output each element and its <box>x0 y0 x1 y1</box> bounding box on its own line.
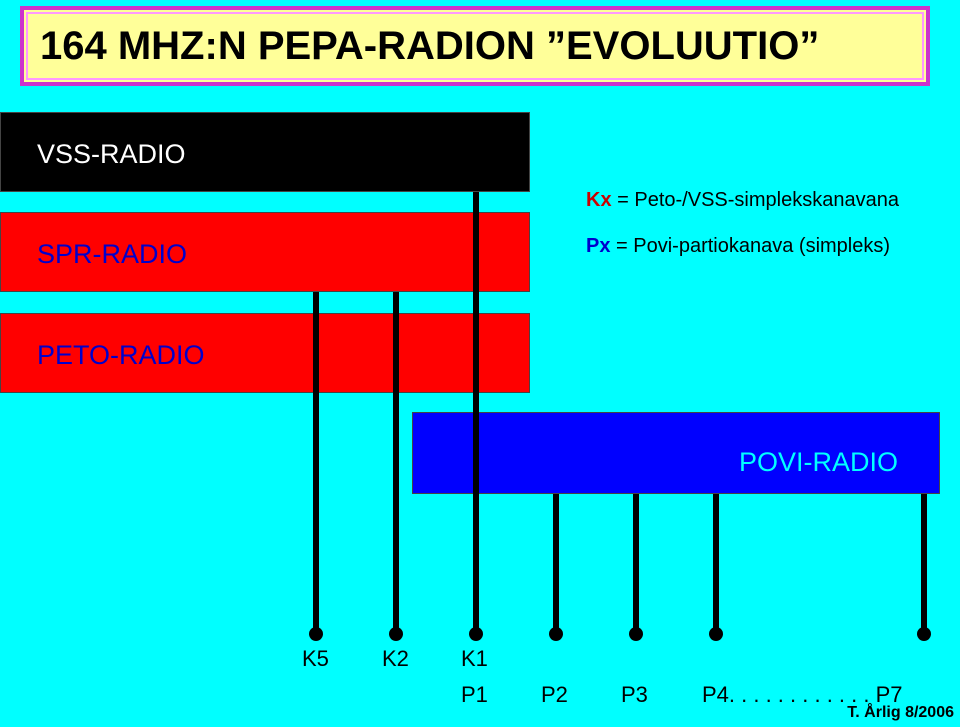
povi-radio-bar: POVI-RADIO <box>412 412 940 494</box>
k2-label: K2 <box>382 646 409 671</box>
p4-dot <box>709 627 723 641</box>
p1-label: P1 <box>461 682 488 707</box>
page-title: 164 MHZ:N PEPA-RADION ”EVOLUUTIO” <box>40 24 820 68</box>
p3-label: P3 <box>621 682 648 707</box>
legend-kx: Kx = Peto-/VSS-simplekskanavana <box>586 189 899 212</box>
spr-radio-bar: SPR-RADIO <box>0 212 530 292</box>
legend-px: Px = Povi-partiokanava (simpleks) <box>586 235 890 258</box>
k1-label: K1 <box>461 646 488 671</box>
k5-dot <box>309 627 323 641</box>
peto-radio-label: PETO-RADIO <box>37 340 205 370</box>
vss-radio-label: VSS-RADIO <box>37 139 186 169</box>
povi-radio-label: POVI-RADIO <box>739 447 899 477</box>
p4-p7-label: P4. . . . . . . . . . . . P7 <box>702 682 903 707</box>
legend-kx-key: Kx <box>586 189 612 211</box>
legend-kx-text: = Peto-/VSS-simplekskanavana <box>611 189 899 211</box>
legend-px-key: Px <box>586 235 611 257</box>
peto-radio-bar: PETO-RADIO <box>0 313 530 393</box>
p7-dot <box>917 627 931 641</box>
footer-credit: T. Årlig 8/2006 <box>847 704 954 721</box>
vss-radio-bar: VSS-RADIO <box>0 112 530 192</box>
legend-px-text: = Povi-partiokanava (simpleks) <box>610 235 891 257</box>
k5-label: K5 <box>302 646 329 671</box>
title-box: 164 MHZ:N PEPA-RADION ”EVOLUUTIO” <box>20 6 930 86</box>
spr-radio-label: SPR-RADIO <box>37 239 188 269</box>
k2-dot <box>389 627 403 641</box>
k1-dot <box>469 627 483 641</box>
p2-label: P2 <box>541 682 568 707</box>
p3-dot <box>629 627 643 641</box>
p2-dot <box>549 627 563 641</box>
